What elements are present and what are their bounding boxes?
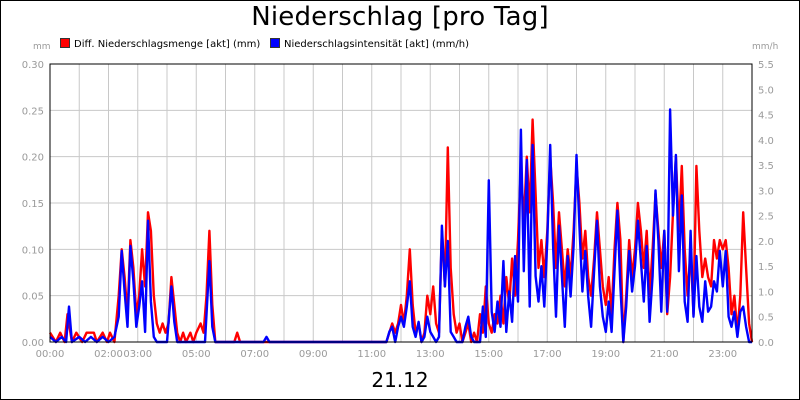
x-tick-label: 11:00 <box>357 349 386 360</box>
y-left-tick-label: 0.30 <box>22 60 44 71</box>
y-right-tick-label: 5.5 <box>758 60 774 71</box>
chart-title: Niederschlag [pro Tag] <box>251 2 549 32</box>
x-tick-label: 00:00 <box>36 349 65 360</box>
x-tick-label: 02:00 <box>94 349 123 360</box>
x-tick-label: 17:00 <box>533 349 562 360</box>
y-right-tick-label: 1.5 <box>758 262 774 273</box>
x-tick-label: 03:00 <box>123 349 152 360</box>
y-left-tick-label: 0.10 <box>22 245 44 256</box>
x-tick-label: 21:00 <box>650 349 679 360</box>
x-tick-label: 05:00 <box>182 349 211 360</box>
x-tick-label: 15:00 <box>474 349 503 360</box>
y-right-tick-label: 5.0 <box>758 85 774 96</box>
y-left-tick-label: 0.20 <box>22 153 44 164</box>
right-axis-unit: mm/h <box>752 42 779 52</box>
x-tick-label: 13:00 <box>416 349 445 360</box>
y-left-tick-label: 0.05 <box>22 292 44 303</box>
legend-item-precipitation-amount: Diff. Niederschlagsmenge [akt] (mm) <box>60 38 260 50</box>
date-label: 21.12 <box>371 368 429 392</box>
legend-label-precipitation-intensity: Niederschlagsintensität [akt] (mm/h) <box>284 39 470 50</box>
y-right-tick-label: 0.0 <box>758 338 774 349</box>
x-tick-label: 23:00 <box>708 349 737 360</box>
y-left-tick-label: 0.25 <box>22 106 44 117</box>
y-left-tick-label: 0.00 <box>22 338 44 349</box>
x-tick-label: 09:00 <box>299 349 328 360</box>
y-right-tick-label: 1.0 <box>758 287 774 298</box>
legend-item-precipitation-intensity: Niederschlagsintensität [akt] (mm/h) <box>270 38 469 50</box>
legend-label-precipitation-amount: Diff. Niederschlagsmenge [akt] (mm) <box>74 39 261 50</box>
left-axis-unit: mm <box>33 42 51 52</box>
y-right-tick-label: 2.0 <box>758 237 774 248</box>
y-right-tick-label: 0.5 <box>758 313 774 324</box>
legend-swatch-blue <box>270 38 280 48</box>
y-right-tick-label: 3.5 <box>758 161 774 172</box>
y-right-tick-label: 3.0 <box>758 186 774 197</box>
plot-border <box>49 63 753 343</box>
x-tick-label: 07:00 <box>240 349 269 360</box>
y-right-tick-label: 2.5 <box>758 212 774 223</box>
y-right-tick-label: 4.5 <box>758 111 774 122</box>
y-right-tick-label: 4.0 <box>758 136 774 147</box>
y-left-tick-label: 0.15 <box>22 199 44 210</box>
x-tick-label: 19:00 <box>591 349 620 360</box>
legend-swatch-red <box>60 38 70 48</box>
